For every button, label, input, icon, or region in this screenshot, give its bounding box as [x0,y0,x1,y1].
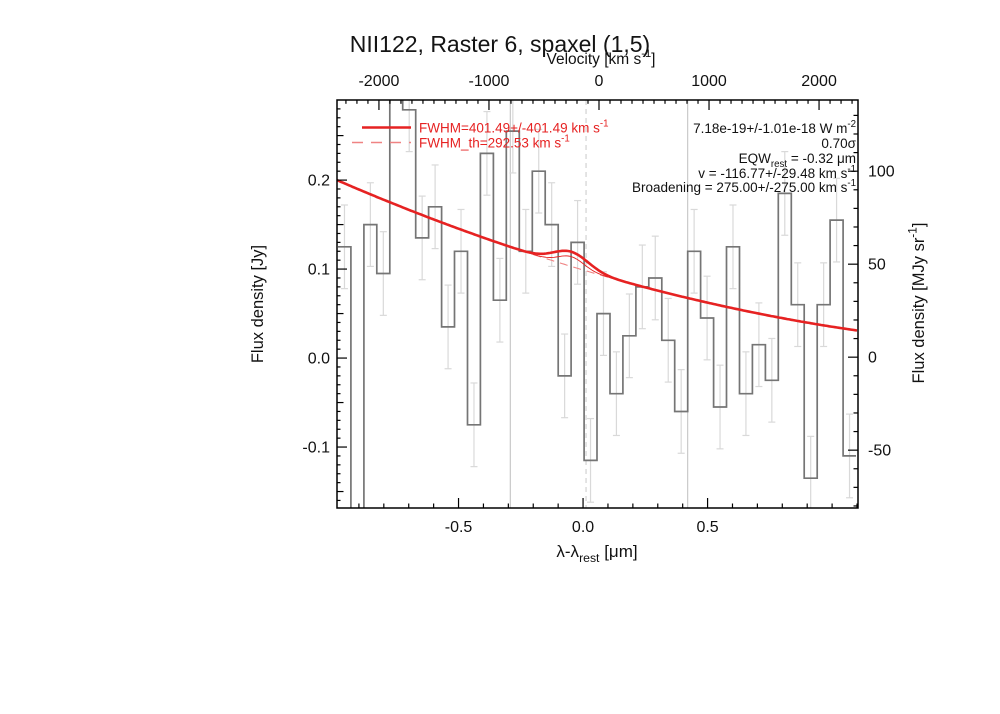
velocity-tick-label: 1000 [691,73,727,90]
annotation-eqw: EQWrest = -0.32 μm [739,151,856,170]
x-tick-label: -0.5 [445,519,473,536]
y-tick-label-left: 0.0 [308,351,330,368]
plot-border [336,99,859,509]
model-fit-line [337,178,858,332]
y-tick-label-left: -0.1 [302,440,330,457]
axis-ticks-x: -0.5 0.0 0.5 -2000 -1000 0 1000 2000 [345,73,858,536]
legend-fwhm-th-text: FWHM_th=292.53 km s-1 [419,133,570,150]
y-tick-label-right: 50 [868,257,886,274]
velocity-tick-label: -2000 [358,73,399,90]
axis-ticks-y: -0.1 0.0 0.1 0.2 -50 0 50 100 [302,108,895,507]
x-tick-label: 0.0 [572,519,594,536]
annotation-velocity: v = -116.77+/-29.48 km s-1 [698,164,856,181]
x-axis-label: λ-λrest [μm] [556,542,637,565]
y-tick-label-right: -50 [868,443,891,460]
y-axis-label-left: Flux density [Jy] [249,245,267,363]
velocity-tick-label: 0 [595,73,604,90]
chart-title: NII122, Raster 6, spaxel (1,5) [349,31,651,57]
annotation-sigma: 0.70σ [821,136,856,151]
y-axis-label-right: Flux density [MJy sr-1] [906,223,928,384]
velocity-axis-label: Velocity [km s-1] [547,48,656,68]
y-tick-label-left: 0.1 [308,262,330,279]
annotation-broadening: Broadening = 275.00+/-275.00 km s-1 [632,178,856,195]
velocity-tick-label: -1000 [469,73,510,90]
annotation-flux: 7.18e-19+/-1.01e-18 W m-2 [693,119,856,136]
fit-legend: FWHM=401.49+/-401.49 km s-1FWHM_th=292.5… [352,118,608,151]
y-tick-label-right: 100 [868,164,895,181]
velocity-tick-label: 2000 [801,73,837,90]
y-tick-label-right: 0 [868,350,877,367]
y-tick-label-left: 0.2 [308,173,330,190]
x-tick-label: 0.5 [696,519,718,536]
legend-fwhm-text: FWHM=401.49+/-401.49 km s-1 [419,118,608,135]
spectrum-histogram [337,100,856,508]
